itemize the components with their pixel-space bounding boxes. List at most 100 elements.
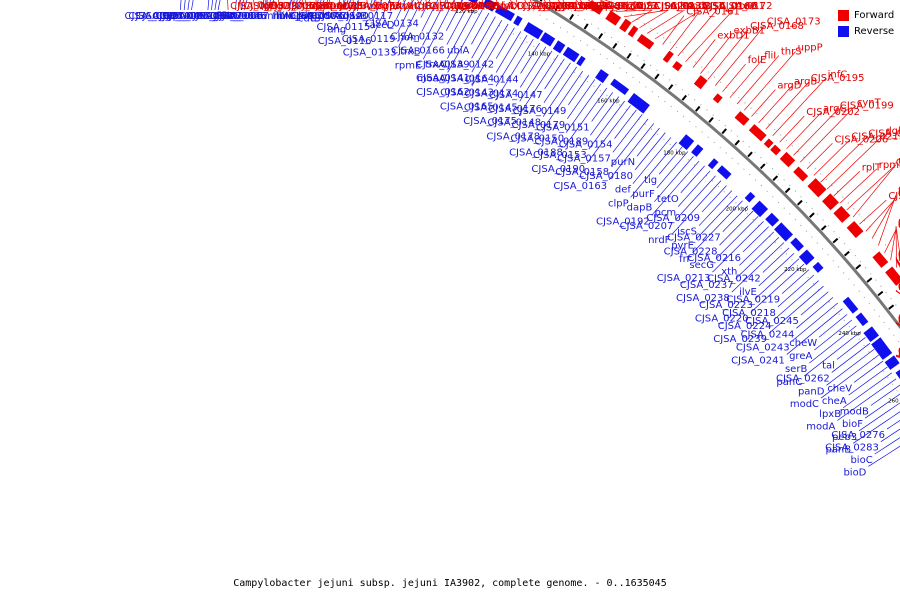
forward-gene-label: CJSA_0226 xyxy=(896,158,900,169)
forward-gene-label: mreB xyxy=(898,282,900,293)
leader-line xyxy=(322,0,329,13)
reverse-gene-label: panC xyxy=(776,377,802,388)
reverse-gene-label: clpP xyxy=(608,198,629,209)
leader-line xyxy=(853,360,884,383)
reverse-gene-label: CJSA_0115 xyxy=(316,22,370,33)
reverse-gene-label: fliH xyxy=(276,11,293,22)
backbone-tick xyxy=(888,304,895,310)
forward-gene-label: folE xyxy=(748,55,767,66)
leader-line xyxy=(852,164,897,218)
legend-reverse: Reverse xyxy=(838,23,898,39)
reverse-feature xyxy=(751,200,769,218)
reverse-feature xyxy=(884,355,900,370)
leader-line xyxy=(895,290,900,294)
reverse-gene-label: modA xyxy=(806,422,835,433)
scale-label: 200 kbp xyxy=(726,207,749,213)
reverse-gene-label: CJSA_0213 xyxy=(657,273,711,284)
leader-line xyxy=(846,166,895,211)
reverse-gene-label: purF xyxy=(632,189,655,200)
legend-forward-swatch xyxy=(838,9,849,21)
reverse-gene-label: mnmA xyxy=(257,11,290,22)
leader-line xyxy=(471,16,496,59)
forward-gene-label: CJSA_0247 xyxy=(898,221,900,232)
reverse-gene-label: CJSA_0166 xyxy=(391,46,445,57)
leader-line xyxy=(820,354,879,399)
backbone-tick xyxy=(877,290,884,297)
backbone-tick xyxy=(695,105,701,112)
backbone-tick xyxy=(598,32,604,40)
reverse-gene-label: CJSA_0178 xyxy=(486,132,540,143)
leader-line xyxy=(445,0,463,31)
reverse-gene-label: CJSA_0134 xyxy=(365,19,419,30)
reverse-gene-label: panD xyxy=(798,386,825,397)
backbone-tick xyxy=(539,0,543,2)
reverse-gene-label: CJSA_0049 xyxy=(159,11,213,22)
reverse-feature xyxy=(540,32,556,47)
reverse-gene-label: pyrE xyxy=(671,240,694,251)
reverse-gene-label: CJSA_0242 xyxy=(707,274,761,285)
leader-line xyxy=(568,75,590,106)
leader-line xyxy=(639,9,669,29)
leader-line xyxy=(852,411,900,444)
forward-gene-label: argC xyxy=(823,104,846,115)
reverse-gene-label: CJSA_0145 xyxy=(464,102,518,113)
reverse-feature xyxy=(562,46,580,63)
leader-line xyxy=(692,39,716,68)
reverse-feature xyxy=(707,158,719,170)
forward-gene-label: obgE xyxy=(370,1,395,12)
leader-line xyxy=(886,420,900,430)
leader-line xyxy=(608,123,655,181)
reverse-gene-label: CJSA_0175 xyxy=(463,116,517,127)
reverse-feature xyxy=(716,165,732,180)
reverse-gene-label: cdtC xyxy=(296,11,319,22)
scale-label: 120 kbp xyxy=(455,9,478,15)
reverse-gene-label: CJSA_0066 xyxy=(212,11,266,22)
forward-gene-label: lpxC xyxy=(602,1,624,12)
leader-line xyxy=(368,0,373,11)
scale-label: 220 kbp xyxy=(784,267,807,273)
reverse-gene-label: CJSA_0164 xyxy=(440,74,494,85)
forward-feature xyxy=(872,251,889,268)
leader-line xyxy=(773,280,819,321)
forward-gene-label: CJSA_0231 xyxy=(898,217,900,228)
reverse-gene-label: fliY xyxy=(272,11,288,22)
backbone-tick xyxy=(554,4,560,11)
backbone-tick xyxy=(820,225,827,231)
reverse-feature xyxy=(871,337,893,360)
forward-gene-label: cydB xyxy=(342,1,367,12)
reverse-gene-label: lctP xyxy=(298,11,316,22)
forward-gene-label: CJSA_0083 xyxy=(415,1,469,12)
forward-gene-label: thrS xyxy=(781,47,802,58)
leader-line xyxy=(751,89,776,117)
leader-line xyxy=(422,0,455,60)
leader-line xyxy=(587,0,601,11)
reverse-gene-label: trxB xyxy=(400,46,421,57)
leader-line xyxy=(603,0,635,11)
forward-feature xyxy=(885,266,900,286)
reverse-gene-label: fliM xyxy=(216,11,234,22)
reverse-gene-label: CJSA_0056 xyxy=(186,11,240,22)
forward-feature xyxy=(734,111,750,126)
backbone-tick xyxy=(759,163,766,170)
reverse-gene-label: dapB xyxy=(627,203,653,214)
reverse-gene-label: CJSA_0180 xyxy=(579,171,633,182)
reverse-gene-label: CJSA_0216 xyxy=(687,253,741,264)
leader-line xyxy=(549,0,554,11)
forward-feature xyxy=(636,33,655,50)
scale-label: 260 kbp xyxy=(888,399,900,405)
forward-gene-label: atpH xyxy=(393,1,417,12)
leader-line xyxy=(575,0,585,11)
leader-line xyxy=(859,199,887,225)
leader-line xyxy=(651,160,700,216)
reverse-gene-label: CJSA_0045 xyxy=(152,11,206,22)
reverse-feature xyxy=(467,0,479,5)
reverse-gene-label: CJSA_0065 xyxy=(210,11,264,22)
reverse-gene-label: folK xyxy=(276,11,295,22)
forward-feature xyxy=(770,144,782,156)
forward-gene-label: CJSA_0230 xyxy=(888,191,900,202)
leader-line xyxy=(347,0,359,24)
leader-line xyxy=(870,384,900,406)
backbone-tick xyxy=(626,52,632,59)
forward-feature xyxy=(763,138,774,149)
forward-gene-label: CJSA_0111 xyxy=(552,1,606,12)
